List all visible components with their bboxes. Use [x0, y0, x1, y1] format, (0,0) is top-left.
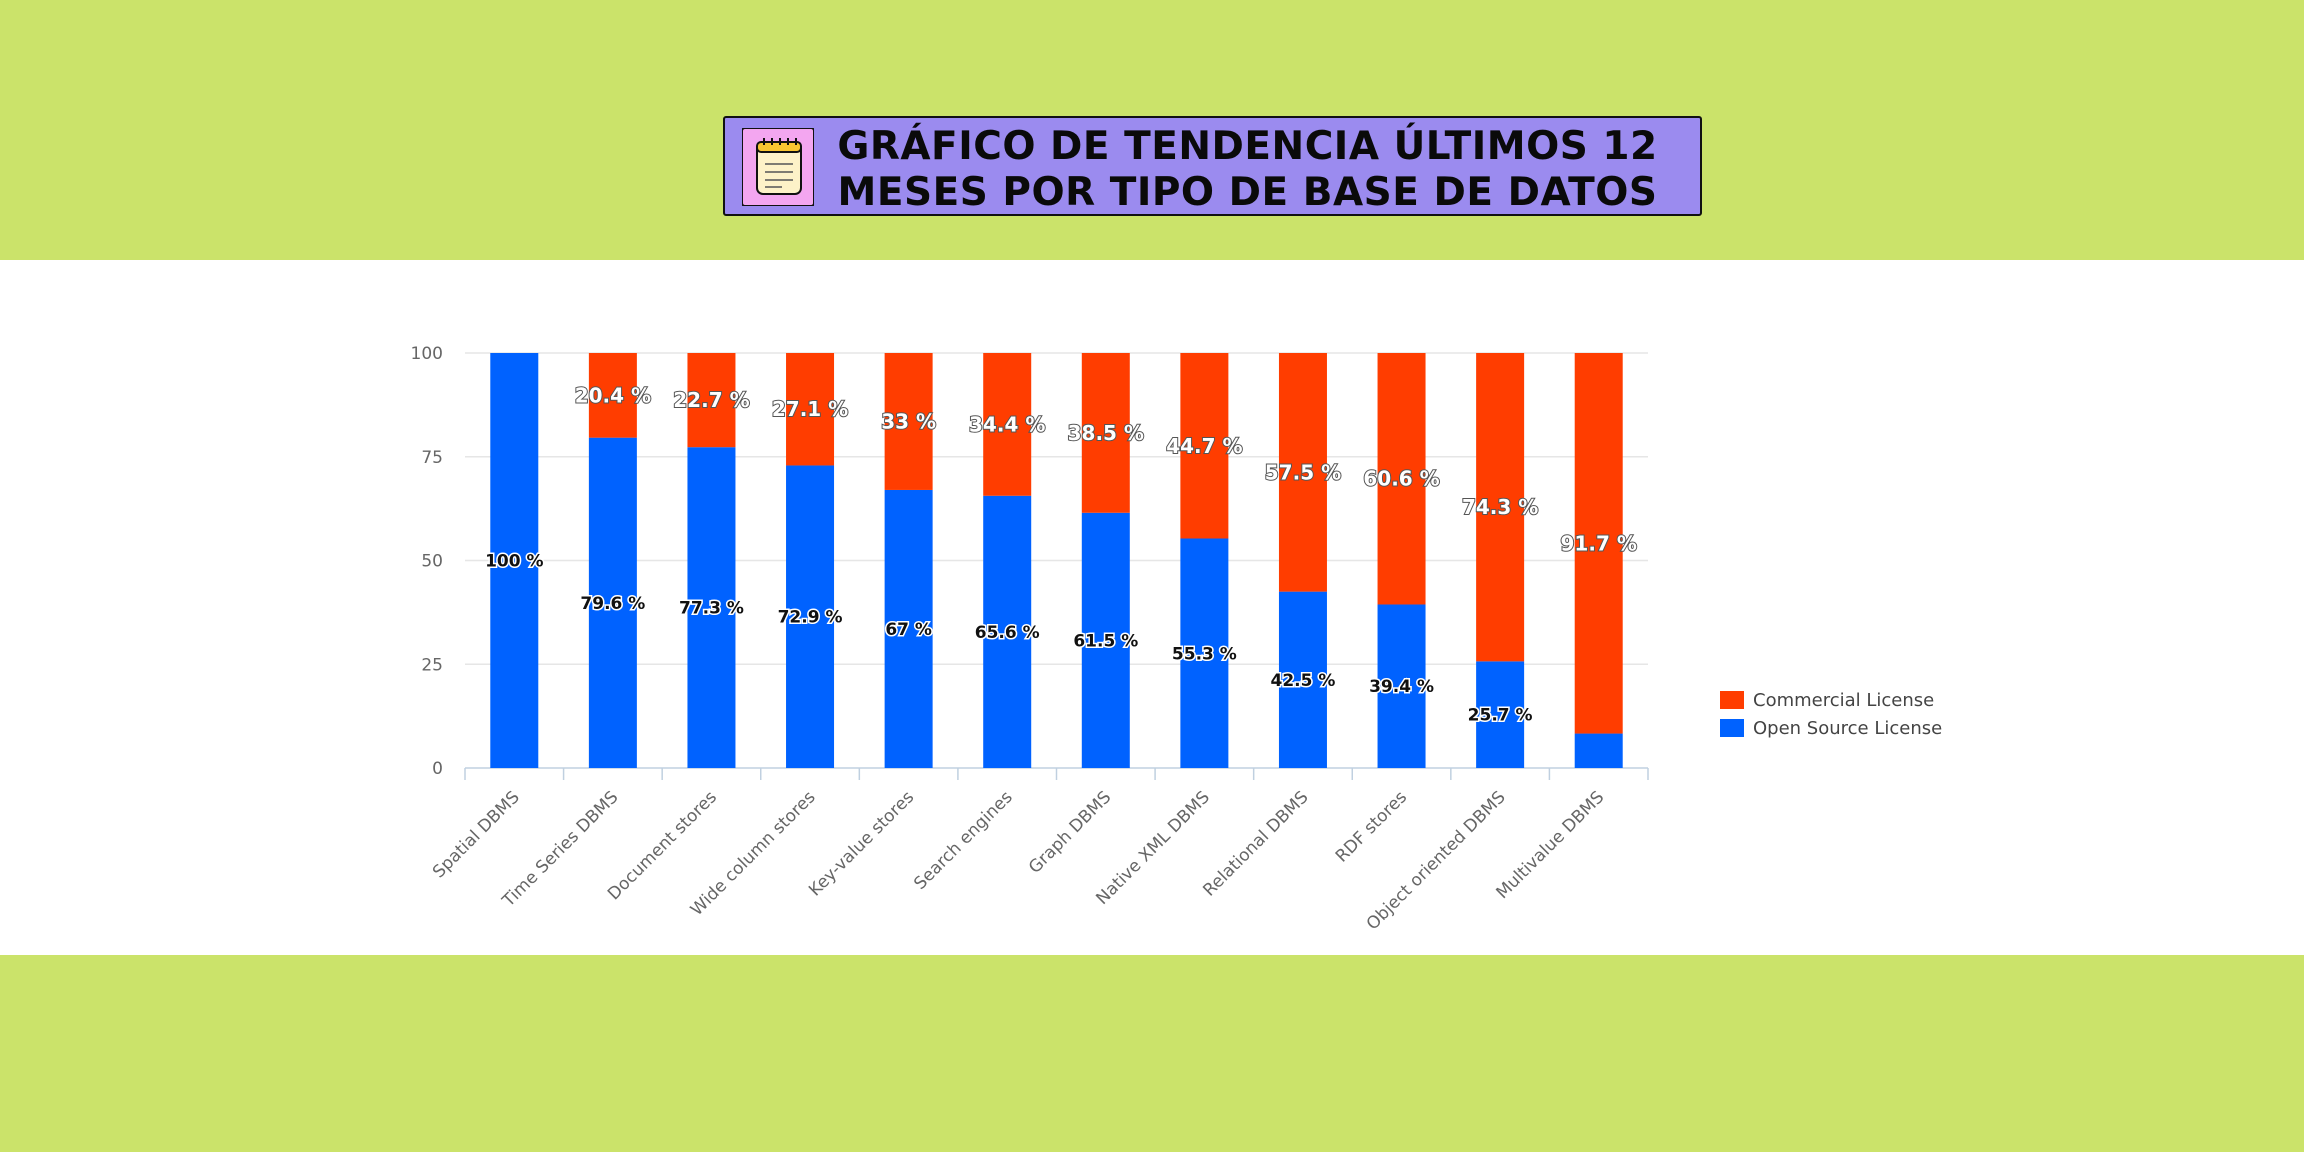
x-category-label: Relational DBMS — [1199, 787, 1312, 900]
data-label-open-source: 67 % — [885, 620, 932, 640]
bar-commercial — [1278, 353, 1327, 592]
data-label-open-source: 55.3 % — [1172, 644, 1237, 664]
y-tick-label: 25 — [421, 655, 443, 675]
legend: Commercial License Open Source License — [1720, 690, 1942, 739]
x-category-label: Graph DBMS — [1025, 787, 1115, 877]
data-label-open-source: 100 % — [485, 552, 543, 572]
page-title: GRÁFICO DE TENDENCIA ÚLTIMOS 12 MESES PO… — [835, 124, 1660, 216]
bar-open-source — [983, 495, 1032, 768]
x-category-label: Spatial DBMS — [429, 787, 524, 882]
data-label-open-source: 79.6 % — [580, 594, 645, 614]
data-label-open-source: 65.6 % — [975, 623, 1040, 643]
data-label-commercial: 27.1 % — [772, 397, 848, 421]
bar-open-source — [1476, 661, 1525, 768]
bar-commercial — [786, 353, 835, 466]
x-category-label: Key-value stores — [805, 787, 918, 900]
title-line-2: MESES POR TIPO DE BASE DE DATOS — [837, 170, 1658, 215]
x-category-label: RDF stores — [1332, 787, 1411, 866]
bar-commercial — [687, 353, 736, 448]
data-label-open-source: 42.5 % — [1271, 671, 1336, 691]
bar-commercial — [1377, 353, 1426, 605]
bar-commercial — [983, 353, 1032, 496]
data-label-open-source: 25.7 % — [1468, 706, 1533, 726]
notepad-icon — [742, 128, 814, 206]
bar-commercial — [1574, 353, 1623, 734]
data-label-commercial: 38.5 % — [1068, 421, 1144, 445]
title-banner: GRÁFICO DE TENDENCIA ÚLTIMOS 12 MESES PO… — [723, 116, 1702, 216]
data-label-commercial: 22.7 % — [673, 388, 749, 412]
x-category-label: Document stores — [604, 787, 721, 904]
data-label-commercial: 91.7 % — [1561, 531, 1637, 555]
bar-open-source — [884, 489, 933, 768]
legend-swatch — [1720, 691, 1744, 709]
bar-commercial — [1081, 353, 1130, 513]
data-label-commercial: 44.7 % — [1166, 434, 1242, 458]
bar-commercial — [884, 353, 933, 490]
bar-commercial — [1180, 353, 1229, 539]
x-category-label: Multivalue DBMS — [1493, 787, 1609, 903]
data-label-commercial: 33 % — [881, 409, 936, 433]
legend-label: Open Source License — [1753, 718, 1942, 739]
bars — [490, 353, 1623, 768]
data-label-open-source: 39.4 % — [1369, 677, 1434, 697]
data-label-open-source: 77.3 % — [679, 599, 744, 619]
bar-open-source — [1278, 591, 1327, 768]
data-label-commercial: 34.4 % — [969, 412, 1045, 436]
bar-open-source — [786, 465, 835, 768]
bar-commercial — [1476, 353, 1525, 662]
y-tick-label: 0 — [432, 759, 443, 779]
data-label-commercial: 20.4 % — [575, 383, 651, 407]
bar-open-source — [588, 437, 637, 768]
data-label-commercial: 74.3 % — [1462, 495, 1538, 519]
data-label-open-source: 61.5 % — [1073, 631, 1138, 651]
bar-open-source — [1574, 733, 1623, 768]
bar-open-source — [687, 447, 736, 768]
data-label-commercial: 60.6 % — [1363, 467, 1439, 491]
data-labels: 100 % 79.6 % 20.4 % 77.3 % 22.7 % 72.9 % 27.1 … — [484, 382, 1638, 727]
data-label-commercial: 57.5 % — [1265, 460, 1341, 484]
x-category-label: Search engines — [910, 787, 1017, 894]
bar-open-source — [490, 353, 539, 768]
y-tick-label: 100 — [411, 344, 443, 364]
y-tick-label: 75 — [421, 448, 443, 468]
bar-commercial — [588, 353, 637, 438]
legend-swatch — [1720, 719, 1744, 737]
legend-label: Commercial License — [1753, 690, 1934, 711]
title-line-1: GRÁFICO DE TENDENCIA ÚLTIMOS 12 — [837, 124, 1658, 169]
chart-panel: 0 25 50 75 100 Spatial DBMS Time Series DBMS Do… — [0, 260, 2304, 955]
bar-open-source — [1377, 604, 1426, 768]
bar-open-source — [1081, 512, 1130, 768]
y-tick-label: 50 — [421, 552, 443, 572]
data-label-open-source: 72.9 % — [778, 608, 843, 628]
bar-open-source — [1180, 538, 1229, 768]
